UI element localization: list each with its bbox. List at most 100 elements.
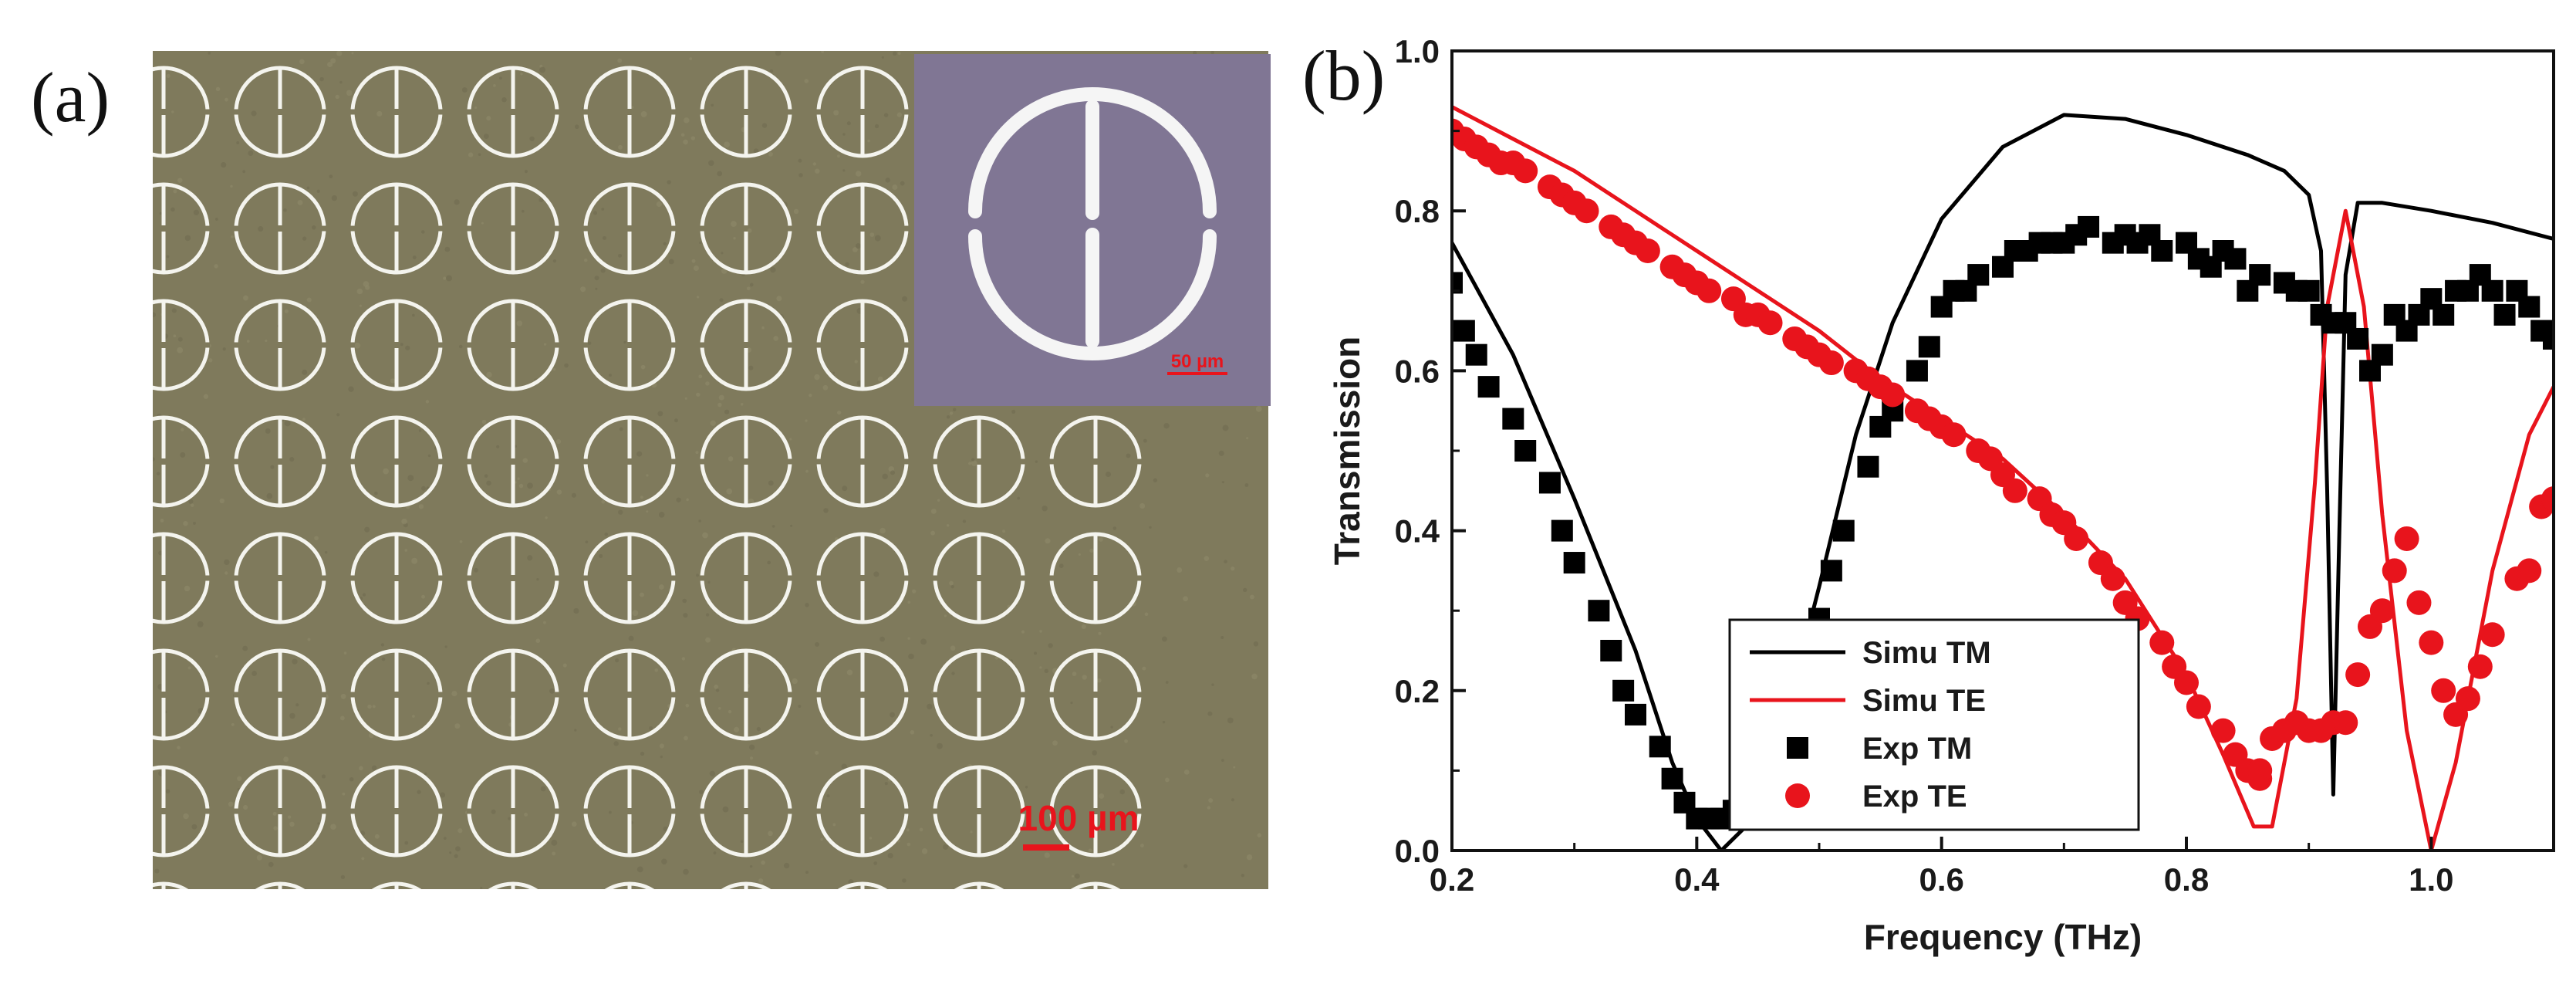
ring-resonator bbox=[467, 66, 559, 158]
data-point bbox=[1612, 679, 1635, 702]
data-point bbox=[1635, 238, 1660, 263]
ring-resonator bbox=[467, 532, 559, 624]
data-point bbox=[2541, 486, 2554, 512]
data-point bbox=[1697, 278, 1722, 303]
data-point bbox=[1513, 158, 1538, 184]
data-point bbox=[2224, 248, 2247, 270]
legend-label: Simu TM bbox=[1862, 636, 1991, 670]
y-tick-label: 1.0 bbox=[1395, 33, 1440, 69]
ring-resonator bbox=[700, 765, 792, 858]
data-point bbox=[2371, 343, 2393, 366]
data-point bbox=[2493, 303, 2516, 326]
data-point bbox=[2480, 622, 2505, 648]
legend-swatch bbox=[1785, 783, 1810, 808]
ring-resonator bbox=[234, 299, 326, 391]
legend-swatch bbox=[1787, 737, 1808, 759]
ring-resonator bbox=[234, 648, 326, 741]
ring-resonator bbox=[700, 182, 792, 275]
x-tick-label: 0.4 bbox=[1674, 861, 1720, 898]
data-point bbox=[1514, 440, 1537, 462]
ring-resonator bbox=[816, 66, 909, 158]
data-point bbox=[2369, 598, 2395, 624]
panel-a-label: (a) bbox=[31, 58, 110, 137]
data-point bbox=[2394, 526, 2419, 551]
scale-bar-label: 100 µm bbox=[1018, 798, 1139, 838]
legend-item: Simu TE bbox=[1750, 684, 1986, 718]
data-point bbox=[2249, 264, 2271, 286]
ring-resonator bbox=[1049, 765, 1142, 858]
data-point bbox=[2431, 678, 2456, 703]
ring-resonator bbox=[153, 532, 210, 624]
ring-resonator bbox=[234, 415, 326, 508]
ring-resonator bbox=[350, 648, 443, 741]
data-point bbox=[1906, 360, 1928, 382]
ring-resonator bbox=[933, 532, 1025, 624]
ring-resonator bbox=[933, 415, 1025, 508]
ring-resonator bbox=[1070, 881, 1121, 889]
ring-resonator bbox=[816, 765, 909, 858]
data-point bbox=[1625, 703, 1646, 726]
data-point bbox=[2347, 327, 2369, 350]
ring-resonator bbox=[153, 182, 210, 275]
chart-svg: 0.2 0.4 0.6 0.8 1.00.00.20.40.60.81.0Frequen… bbox=[1327, 33, 2555, 957]
legend: Simu TM Simu TE Exp TM Exp TE bbox=[1728, 618, 2140, 831]
ring-resonator bbox=[583, 648, 676, 741]
data-point bbox=[2297, 279, 2320, 302]
data-point bbox=[2002, 478, 2027, 503]
ring-resonator bbox=[371, 881, 422, 889]
ring-resonator bbox=[604, 881, 655, 889]
scale-bar bbox=[1023, 844, 1069, 851]
ring-resonator bbox=[153, 66, 210, 158]
data-point bbox=[1465, 343, 1487, 366]
data-point bbox=[1574, 198, 1599, 224]
ring-resonator bbox=[933, 765, 1025, 858]
unit-cell-ring bbox=[968, 87, 1217, 360]
data-point bbox=[2100, 566, 2125, 591]
ring-resonator bbox=[153, 415, 210, 508]
legend-label: Exp TE bbox=[1862, 780, 1967, 814]
data-point bbox=[1551, 519, 1573, 542]
legend-label: Simu TE bbox=[1862, 684, 1986, 718]
ring-resonator bbox=[234, 765, 326, 858]
ring-resonator bbox=[583, 66, 676, 158]
ring-resonator bbox=[350, 532, 443, 624]
y-tick-label: 0.6 bbox=[1395, 353, 1440, 389]
ring-resonator bbox=[350, 66, 443, 158]
data-point bbox=[1918, 336, 1940, 358]
data-point bbox=[1941, 422, 1967, 448]
inset-micrograph: 50 µm bbox=[914, 54, 1271, 406]
data-point bbox=[1563, 552, 1585, 574]
ring-resonator bbox=[153, 881, 189, 889]
data-point bbox=[2186, 694, 2211, 719]
ring-resonator bbox=[700, 66, 792, 158]
ring-resonator bbox=[234, 66, 326, 158]
data-point bbox=[2543, 327, 2554, 350]
data-point bbox=[2345, 662, 2371, 688]
legend-item: Simu TM bbox=[1750, 636, 1991, 670]
ring-resonator bbox=[255, 881, 306, 889]
ring-resonator bbox=[467, 299, 559, 391]
data-point bbox=[1661, 767, 1683, 790]
data-point bbox=[1477, 376, 1500, 398]
ring-resonator bbox=[816, 532, 909, 624]
y-axis-title: Transmission bbox=[1327, 337, 1367, 566]
series-line bbox=[1452, 105, 2554, 851]
y-tick-label: 0.8 bbox=[1395, 193, 1440, 229]
data-point bbox=[1649, 736, 1671, 758]
ring-resonator bbox=[234, 532, 326, 624]
series-exp-te bbox=[1452, 118, 2554, 791]
data-point bbox=[2382, 558, 2407, 584]
y-tick-label: 0.0 bbox=[1395, 833, 1440, 869]
data-point bbox=[1818, 350, 1844, 376]
data-point bbox=[2078, 215, 2100, 238]
ring-resonator bbox=[488, 881, 538, 889]
x-tick-label: 0.8 bbox=[2164, 861, 2209, 898]
panel-b-label: (b) bbox=[1302, 36, 1386, 115]
data-point bbox=[2174, 670, 2199, 695]
inset-scale-bar bbox=[1167, 372, 1227, 375]
data-point bbox=[2517, 558, 2542, 584]
data-point bbox=[2064, 526, 2089, 551]
inset-scale-label: 50 µm bbox=[1171, 351, 1224, 372]
ring-resonator bbox=[583, 182, 676, 275]
x-tick-label: 1.0 bbox=[2409, 861, 2453, 898]
